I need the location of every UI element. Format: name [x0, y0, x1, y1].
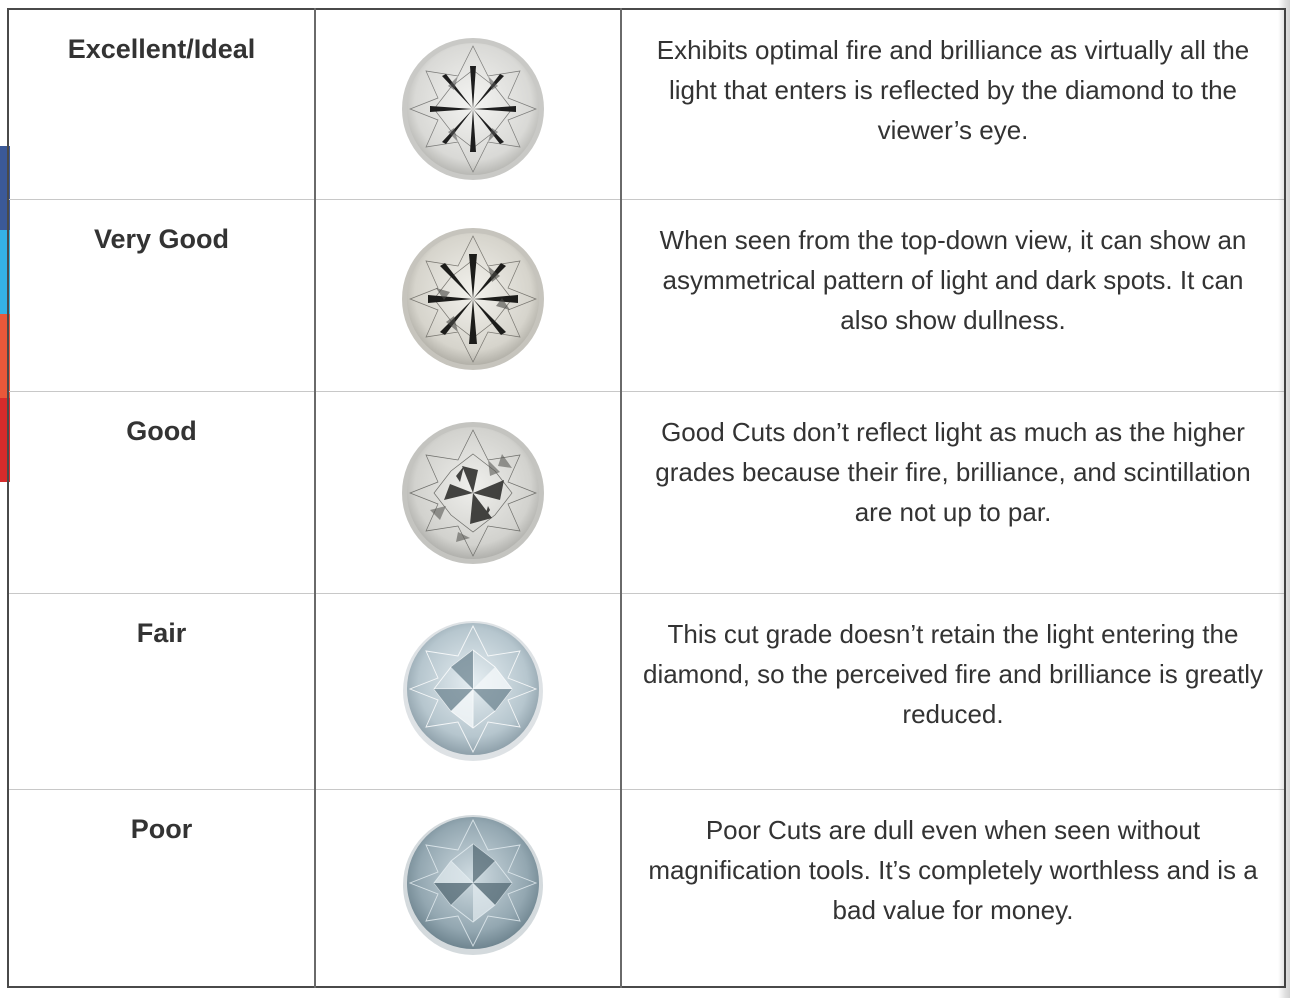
- grade-name: Poor: [130, 813, 193, 844]
- cut-grade-table: Excellent/Ideal: [7, 8, 1286, 988]
- description-cell: Poor Cuts are dull even when seen withou…: [620, 788, 1286, 988]
- grade-cell: Good: [7, 390, 316, 594]
- grade-name: Excellent/Ideal: [67, 34, 256, 64]
- right-edge-shadow: [1278, 0, 1290, 998]
- diamond-image-excellent: [400, 36, 546, 182]
- pinterest-share-button[interactable]: [0, 398, 10, 482]
- diamond-image-good: [400, 420, 546, 566]
- grade-description: When seen from the top-down view, it can…: [659, 224, 1247, 335]
- table-row: Good: [7, 390, 1286, 594]
- grade-name: Good: [126, 415, 197, 446]
- description-cell: Exhibits optimal fire and brilliance as …: [620, 8, 1286, 200]
- diamond-image-cell: [314, 198, 622, 392]
- facebook-share-button[interactable]: [0, 146, 10, 230]
- grade-description: Good Cuts don’t reflect light as much as…: [655, 416, 1251, 527]
- table-row: Fair: [7, 592, 1286, 790]
- grade-cell: Poor: [7, 788, 316, 988]
- diamond-image-cell: [314, 788, 622, 988]
- description-cell: When seen from the top-down view, it can…: [620, 198, 1286, 392]
- description-cell: This cut grade doesn’t retain the light …: [620, 592, 1286, 790]
- diamond-image-poor: [400, 810, 546, 956]
- grade-cell: Very Good: [7, 198, 316, 392]
- table-row: Poor: [7, 788, 1286, 988]
- share-strip: [0, 146, 10, 482]
- table-row: Very Good: [7, 198, 1286, 392]
- table-row: Excellent/Ideal: [7, 8, 1286, 200]
- grade-name: Very Good: [93, 223, 230, 254]
- grade-description: Exhibits optimal fire and brilliance as …: [656, 35, 1250, 145]
- google-plus-share-button[interactable]: [0, 314, 10, 398]
- diamond-image-fair: [400, 616, 546, 762]
- twitter-share-button[interactable]: [0, 230, 10, 314]
- grade-name: Fair: [136, 617, 187, 648]
- grade-cell: Fair: [7, 592, 316, 790]
- grade-cell: Excellent/Ideal: [7, 8, 316, 200]
- description-cell: Good Cuts don’t reflect light as much as…: [620, 390, 1286, 594]
- diamond-image-cell: [314, 592, 622, 790]
- diamond-image-cell: [314, 390, 622, 594]
- diamond-image-cell: [314, 8, 622, 200]
- grade-description: Poor Cuts are dull even when seen withou…: [648, 814, 1258, 925]
- grade-description: This cut grade doesn’t retain the light …: [642, 618, 1263, 729]
- diamond-image-very-good: [400, 226, 546, 372]
